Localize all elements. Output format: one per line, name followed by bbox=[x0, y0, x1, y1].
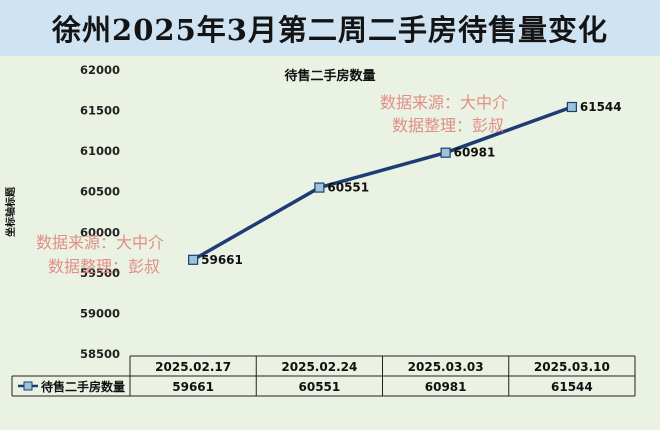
y-tick-label: 60500 bbox=[80, 185, 120, 199]
legend-key-marker bbox=[23, 381, 33, 391]
watermark-organizer: 数据整理：彭叔 bbox=[392, 116, 504, 135]
y-tick-label: 62000 bbox=[80, 63, 120, 77]
y-tick-label: 59500 bbox=[80, 266, 120, 280]
x-category-label: 2025.02.24 bbox=[281, 360, 357, 374]
watermark-organizer: 数据整理：彭叔 bbox=[48, 257, 160, 276]
y-axis-title: 坐标轴标题 bbox=[4, 186, 17, 237]
data-label: 59661 bbox=[201, 253, 243, 267]
y-tick-label: 58500 bbox=[80, 347, 120, 361]
data-label: 60551 bbox=[327, 181, 369, 195]
data-point-marker bbox=[314, 182, 325, 193]
table-value-cell: 61544 bbox=[551, 380, 593, 394]
series-line bbox=[191, 105, 574, 262]
legend-series-name: 待售二手房数量 bbox=[41, 379, 125, 394]
x-category-label: 2025.03.10 bbox=[534, 360, 610, 374]
table-value-cell: 59661 bbox=[172, 380, 214, 394]
x-category-label: 2025.03.03 bbox=[408, 360, 484, 374]
y-tick-label: 61500 bbox=[80, 104, 120, 118]
y-tick-label: 60000 bbox=[80, 225, 120, 239]
data-point-marker bbox=[188, 254, 199, 265]
watermark-source: 数据来源：大中介 bbox=[36, 233, 164, 252]
data-point-marker bbox=[566, 101, 577, 113]
data-label: 61544 bbox=[580, 100, 622, 114]
y-tick-label: 59000 bbox=[80, 306, 120, 320]
x-category-label: 2025.02.17 bbox=[155, 360, 231, 374]
data-label: 60981 bbox=[454, 146, 496, 160]
table-value-cell: 60981 bbox=[425, 380, 467, 394]
title-banner: 徐州2025年3月第二周二手房待售量变化 bbox=[0, 0, 660, 56]
data-point-marker bbox=[440, 147, 451, 158]
page-title: 徐州2025年3月第二周二手房待售量变化 bbox=[52, 13, 608, 47]
table-value-cell: 60551 bbox=[299, 380, 341, 394]
chart-area bbox=[0, 56, 660, 430]
y-tick-label: 61000 bbox=[80, 144, 120, 158]
watermark-source: 数据来源：大中介 bbox=[380, 93, 508, 112]
chart-title: 待售二手房数量 bbox=[283, 68, 375, 84]
